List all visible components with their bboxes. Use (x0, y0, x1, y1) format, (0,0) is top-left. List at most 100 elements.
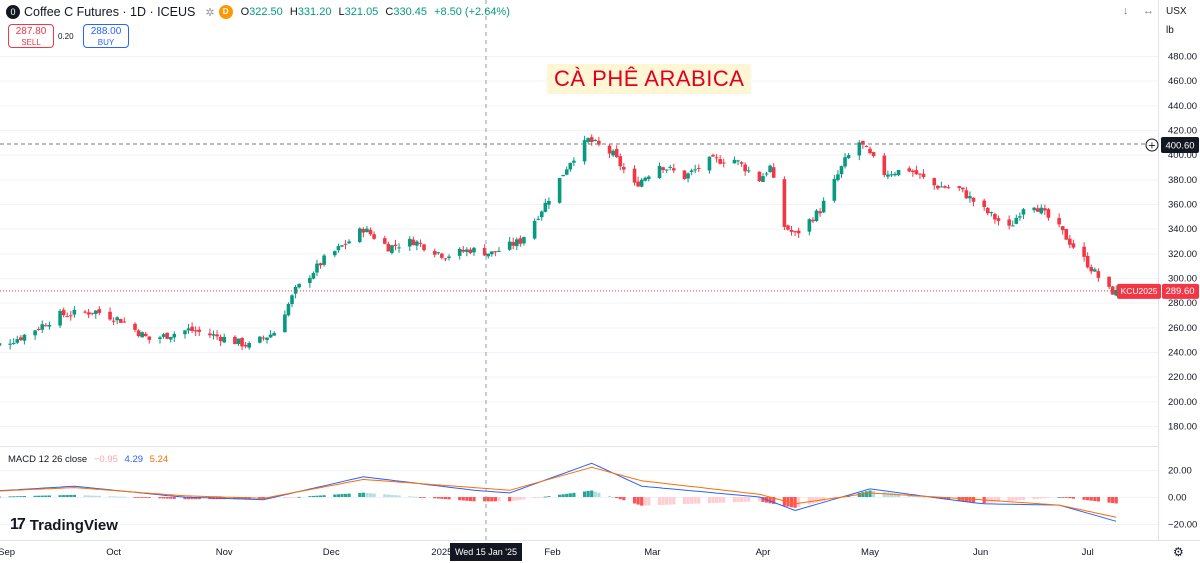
candle (286, 302, 291, 317)
macd-hist-bar (789, 497, 794, 508)
candle (65, 312, 70, 318)
candle (597, 136, 601, 147)
time-tick-label: Sep (0, 547, 15, 558)
macd-hist-bar (383, 494, 387, 497)
candle-body (236, 338, 241, 345)
sell-button[interactable]: 287.80 SELL (8, 24, 54, 48)
unit-label[interactable]: lb (1166, 25, 1174, 36)
arrows-horizontal-icon[interactable]: ↔ (1143, 5, 1154, 17)
candle-body (846, 155, 851, 159)
candle-body (118, 319, 123, 323)
high-value: 331.20 (297, 6, 332, 18)
currency-label[interactable]: USX (1166, 6, 1187, 17)
candle-body (572, 160, 576, 163)
price-line-tag-box (1161, 137, 1199, 153)
macd-hist-bar (871, 490, 876, 497)
candle (668, 164, 673, 171)
price-axis[interactable]: 180.00 200.00 220.00 240.00 260.00 280.00 300.… (1168, 52, 1197, 433)
candle-body (440, 253, 444, 258)
candle (1035, 204, 1040, 212)
candle (889, 171, 894, 178)
gear-icon[interactable]: ⚙ (1173, 545, 1184, 559)
candle (1039, 204, 1044, 215)
candle (714, 154, 719, 163)
candle (40, 320, 45, 333)
candle-body (982, 200, 986, 207)
candle (857, 140, 862, 161)
candle (186, 323, 191, 334)
candle-body (468, 249, 473, 254)
tradingview-logo[interactable]: 17 TradingView (10, 516, 118, 534)
candle (133, 322, 137, 333)
candle-body (83, 311, 87, 313)
macd-hist-bar (911, 495, 915, 497)
macd-legend-hist: −0.95 (93, 454, 118, 465)
delayed-badge[interactable]: D (218, 5, 233, 19)
buy-button[interactable]: 288.00 BUY (83, 24, 129, 48)
candle (622, 163, 626, 174)
candle (1089, 264, 1094, 275)
candle (943, 185, 947, 189)
macd-hist-bar (83, 495, 87, 497)
close-label: C (385, 6, 394, 18)
price-tick-label: 220.00 (1168, 372, 1197, 383)
macd-line (0, 462, 1117, 522)
candle (397, 243, 401, 253)
price-gridlines (0, 56, 1158, 427)
macd-hist-bar (165, 497, 169, 499)
candle (1007, 215, 1011, 230)
candle (547, 197, 551, 209)
snowflake-icon[interactable]: ✲ (205, 6, 215, 19)
candle (572, 157, 576, 167)
candle-body (607, 145, 612, 154)
candle (243, 341, 248, 349)
candle-body (921, 173, 926, 178)
candle (1043, 204, 1047, 215)
macd-axis[interactable]: −20.00 0.00 20.00 (1168, 466, 1197, 531)
candle (893, 172, 897, 177)
macd-hist-bar (889, 493, 894, 497)
symbol-tag-text: KCU2025 (1121, 286, 1158, 296)
candle (1071, 239, 1076, 249)
macd-hist-bar (465, 497, 469, 501)
macd-hist-bar (1093, 497, 1097, 502)
candle-body (632, 168, 637, 183)
candle (272, 331, 276, 336)
macd-hist-bar (0, 496, 2, 498)
candle-body (1107, 276, 1111, 287)
candle (861, 140, 865, 149)
macd-hist-bar (533, 497, 537, 499)
candle-body (19, 337, 23, 341)
macd-hist-bar (647, 497, 651, 506)
candle-body (1064, 229, 1069, 240)
add-alert-icon[interactable] (1145, 138, 1159, 152)
candle-body (714, 157, 719, 159)
candle-body (397, 247, 401, 249)
macd-hist-bar (964, 497, 968, 502)
candle-body (543, 202, 548, 212)
macd-legend[interactable]: MACD 12 26 close −0.95 4.29 5.24 (8, 454, 168, 465)
candle (382, 235, 387, 245)
candle-body (839, 166, 844, 175)
candle-body (968, 196, 972, 199)
price-line-tag[interactable]: + 400.60 (1145, 137, 1199, 153)
price-tick-label: 460.00 (1168, 76, 1197, 87)
candle (996, 215, 1001, 226)
candle (1046, 207, 1051, 221)
chart-annotation-title[interactable]: CÀ PHÊ ARABICA (547, 64, 752, 94)
macd-hist-bar (896, 493, 901, 497)
candle-body (436, 252, 441, 254)
candle (611, 149, 615, 157)
candle-body (1035, 208, 1040, 212)
symbol-title[interactable]: Coffee C Futures · 1D · ICEUS (24, 5, 196, 19)
candle-body (993, 213, 997, 220)
macd-hist-bar (186, 497, 191, 500)
candle-body (47, 324, 52, 327)
candle (411, 236, 416, 246)
symbol-header[interactable]: 0 Coffee C Futures · 1D · ICEUS ✲ D O322… (6, 4, 514, 20)
candle-body (1060, 226, 1065, 231)
macd-hist-bar (672, 497, 676, 505)
arrow-down-icon[interactable]: ↓ (1123, 5, 1129, 17)
time-axis[interactable]: Sep Oct Nov Dec 2025 Feb Mar Apr May Jun Jul (0, 547, 1094, 558)
